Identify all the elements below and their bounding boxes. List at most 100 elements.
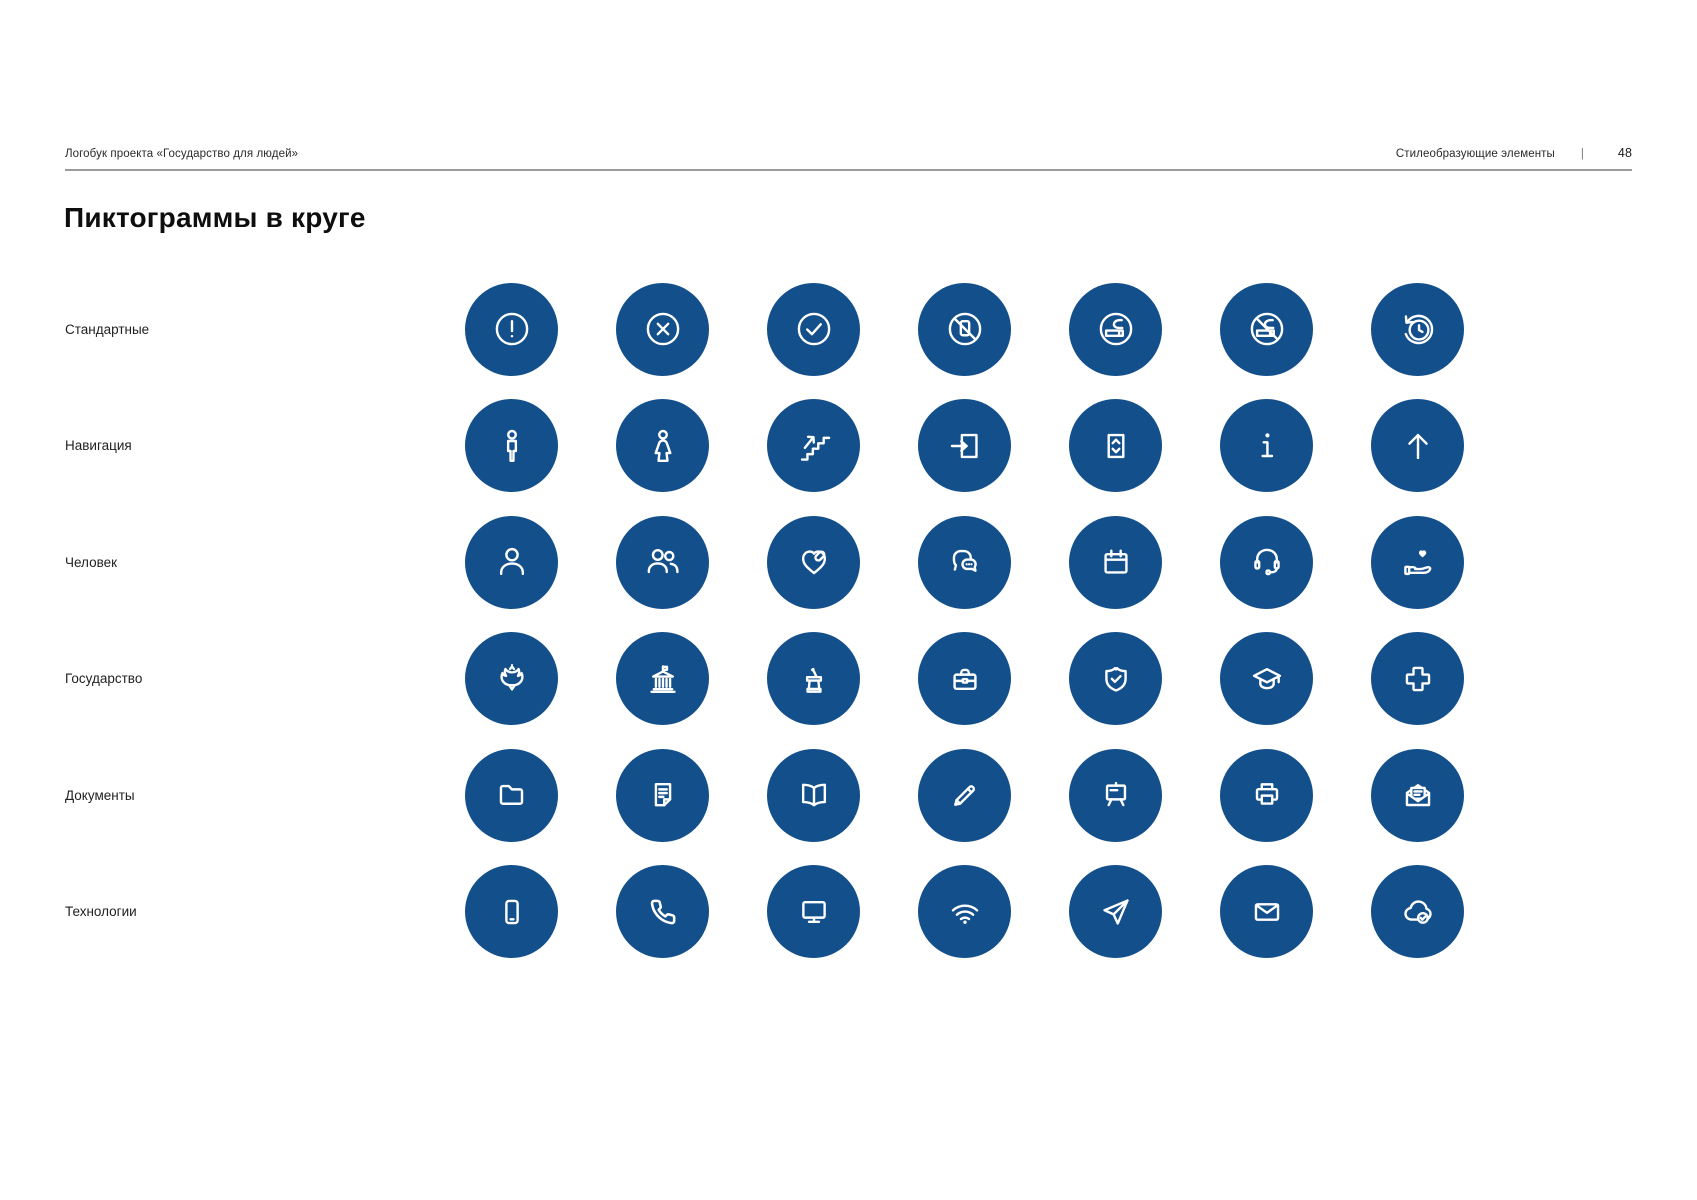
check-circle-circle [767, 282, 860, 376]
medical-cross-icon [1405, 666, 1430, 691]
phone-circle [616, 865, 709, 959]
icon-row: Стандартные [65, 271, 1632, 388]
elevator-circle [1069, 399, 1162, 493]
briefcase-icon [952, 668, 977, 690]
category-label: Человек [65, 554, 118, 570]
category-label: Документы [65, 787, 135, 803]
icon-row: Человек [65, 504, 1632, 621]
man-icon [506, 429, 517, 462]
folder-icon [499, 785, 523, 806]
info-icon [1260, 433, 1273, 457]
arrow-up-circle [1371, 399, 1464, 493]
icon-row: Документы [65, 737, 1632, 854]
graduation-cap-circle [1220, 632, 1313, 726]
history-clock-icon [1404, 314, 1433, 345]
wifi-circle [918, 865, 1011, 959]
check-circle-icon [797, 312, 830, 346]
arrow-up-icon [1407, 433, 1428, 459]
icon-circle-group [465, 282, 1464, 376]
man-circle [465, 399, 558, 493]
info-circle [1220, 399, 1313, 493]
tribune-icon [805, 667, 822, 693]
icon-circle-group [465, 399, 1464, 493]
briefcase-circle [918, 632, 1011, 726]
government-building-icon [649, 665, 676, 693]
pencil-icon [953, 785, 975, 807]
mail-letter-icon [1405, 784, 1430, 807]
no-phone-icon [948, 312, 981, 346]
cross-circle-circle [616, 282, 709, 376]
pictogram-grid: Стандартные Навигация Человек Государство До… [65, 271, 1632, 970]
header-right-group: Стилеобразующие элементы | 48 [1396, 146, 1632, 160]
monitor-icon [801, 900, 826, 923]
wifi-icon [951, 904, 978, 924]
monitor-circle [767, 865, 860, 959]
printer-circle [1220, 748, 1313, 842]
government-building-circle [616, 632, 709, 726]
alert-circle-icon [495, 312, 528, 346]
printer-icon [1255, 783, 1278, 805]
shield-check-icon [1104, 666, 1127, 692]
cross-circle-icon [646, 312, 679, 346]
tribune-circle [767, 632, 860, 726]
document-icon [654, 783, 671, 807]
eagle-circle [465, 632, 558, 726]
icon-row: Государство [65, 621, 1632, 738]
eagle-icon [499, 663, 524, 691]
headset-circle [1220, 515, 1313, 609]
woman-circle [616, 399, 709, 493]
folder-circle [465, 748, 558, 842]
smartphone-icon [504, 899, 519, 924]
no-smoking-icon [1250, 312, 1283, 346]
woman-icon [654, 429, 671, 462]
entrance-circle [918, 399, 1011, 493]
icon-circle-group [465, 865, 1464, 959]
users-icon [647, 549, 679, 574]
smoking-area-icon [1099, 312, 1132, 346]
header-divider: | [1580, 148, 1584, 160]
hand-heart-circle [1371, 515, 1464, 609]
calendar-circle [1069, 515, 1162, 609]
icon-row: Навигация [65, 388, 1632, 505]
alert-circle-circle [465, 282, 558, 376]
open-book-circle [767, 748, 860, 842]
no-phone-circle [918, 282, 1011, 376]
envelope-circle [1220, 865, 1313, 959]
stairs-up-circle [767, 399, 860, 493]
category-label: Государство [65, 671, 143, 687]
entrance-icon [950, 433, 978, 458]
cloud-check-circle [1371, 865, 1464, 959]
category-label: Навигация [65, 438, 132, 454]
smoking-area-circle [1069, 282, 1162, 376]
elevator-icon [1107, 433, 1124, 458]
header-right-text: Стилеобразующие элементы [1395, 148, 1555, 160]
stairs-up-icon [800, 435, 830, 461]
user-circle [465, 515, 558, 609]
shield-check-circle [1069, 632, 1162, 726]
history-clock-circle [1371, 282, 1464, 376]
icon-row: Технологии [65, 854, 1632, 971]
icon-circle-group [465, 748, 1464, 842]
calendar-icon [1103, 549, 1128, 574]
heart-icon [801, 550, 826, 575]
category-label: Стандартные [65, 321, 150, 337]
heart-circle [767, 515, 860, 609]
user-icon [499, 548, 524, 576]
chat-icon [952, 550, 977, 573]
send-circle [1069, 865, 1162, 959]
icon-circle-group [465, 632, 1464, 726]
mail-letter-circle [1371, 748, 1464, 842]
icon-circle-group [465, 515, 1464, 609]
smartphone-circle [465, 865, 558, 959]
users-circle [616, 515, 709, 609]
pencil-circle [918, 748, 1011, 842]
presentation-board-circle [1069, 748, 1162, 842]
page-title: Пиктограммы в круге [64, 202, 366, 233]
envelope-icon [1254, 902, 1279, 921]
cloud-check-icon [1403, 900, 1432, 924]
medical-cross-circle [1371, 632, 1464, 726]
send-icon [1102, 899, 1129, 925]
category-label: Технологии [65, 904, 137, 920]
presentation-board-icon [1105, 782, 1126, 807]
